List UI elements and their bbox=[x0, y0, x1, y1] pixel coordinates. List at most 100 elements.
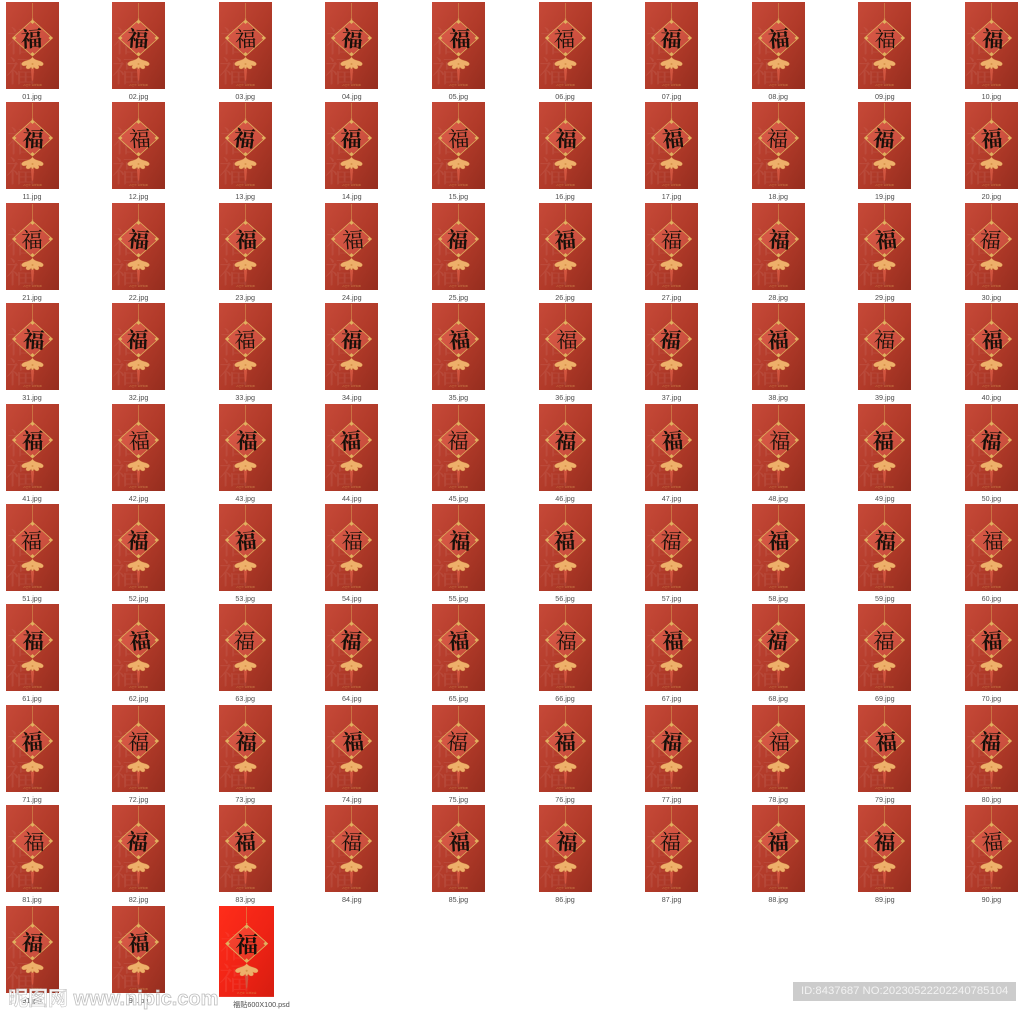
svg-text:乙巳年 吉祥如意: 乙巳年 吉祥如意 bbox=[769, 384, 788, 388]
svg-text:乙巳年 吉祥如意: 乙巳年 吉祥如意 bbox=[662, 786, 681, 790]
svg-text:福: 福 bbox=[341, 223, 365, 255]
svg-text:福: 福 bbox=[339, 423, 362, 456]
svg-text:福: 福 bbox=[554, 725, 576, 757]
svg-text:福: 福 bbox=[21, 223, 43, 255]
svg-text:乙巳年 吉祥如意: 乙巳年 吉祥如意 bbox=[769, 183, 788, 187]
svg-text:乙巳年 吉祥如意: 乙巳年 吉祥如意 bbox=[556, 183, 575, 187]
svg-text:乙巳年 吉祥如意: 乙巳年 吉祥如意 bbox=[875, 83, 894, 87]
svg-text:乙巳年 吉祥如意: 乙巳年 吉祥如意 bbox=[875, 585, 894, 589]
svg-text:乙巳年 吉祥如意: 乙巳年 吉祥如意 bbox=[556, 384, 575, 388]
svg-text:乙巳年 吉祥如意: 乙巳年 吉祥如意 bbox=[129, 384, 148, 388]
svg-text:福: 福 bbox=[766, 22, 790, 55]
svg-text:福: 福 bbox=[448, 825, 471, 857]
svg-text:乙巳年 吉祥如意: 乙巳年 吉祥如意 bbox=[449, 384, 468, 388]
svg-text:福: 福 bbox=[128, 725, 150, 756]
svg-text:乙巳年 吉祥如意: 乙巳年 吉祥如意 bbox=[769, 284, 788, 288]
svg-text:福: 福 bbox=[449, 23, 472, 54]
svg-text:乙巳年 吉祥如意: 乙巳年 吉祥如意 bbox=[769, 585, 788, 589]
svg-text:乙巳年 吉祥如意: 乙巳年 吉祥如意 bbox=[23, 284, 42, 288]
svg-text:福: 福 bbox=[22, 122, 45, 154]
svg-text:福: 福 bbox=[341, 725, 366, 757]
svg-text:福: 福 bbox=[555, 825, 578, 858]
svg-text:福: 福 bbox=[20, 724, 44, 757]
svg-text:福: 福 bbox=[341, 323, 364, 355]
svg-text:乙巳年 吉祥如意: 乙巳年 吉祥如意 bbox=[662, 183, 681, 187]
svg-text:福: 福 bbox=[873, 424, 894, 456]
svg-text:福: 福 bbox=[234, 725, 257, 757]
svg-text:乙巳年 吉祥如意: 乙巳年 吉祥如意 bbox=[23, 485, 42, 489]
svg-text:福: 福 bbox=[235, 927, 257, 959]
svg-text:乙巳年 吉祥如意: 乙巳年 吉祥如意 bbox=[23, 786, 42, 790]
svg-text:乙巳年 吉祥如意: 乙巳年 吉祥如意 bbox=[23, 685, 42, 689]
svg-text:福: 福 bbox=[982, 525, 1005, 556]
svg-text:乙巳年 吉祥如意: 乙巳年 吉祥如意 bbox=[875, 384, 894, 388]
svg-text:乙巳年 吉祥如意: 乙巳年 吉祥如意 bbox=[449, 183, 468, 187]
svg-text:福: 福 bbox=[233, 625, 256, 656]
svg-text:乙巳年 吉祥如意: 乙巳年 吉祥如意 bbox=[449, 786, 468, 790]
svg-text:福: 福 bbox=[766, 323, 789, 355]
svg-text:乙巳年 吉祥如意: 乙巳年 吉祥如意 bbox=[236, 284, 255, 288]
svg-text:乙巳年 吉祥如意: 乙巳年 吉祥如意 bbox=[342, 786, 361, 790]
svg-text:福: 福 bbox=[874, 524, 898, 557]
svg-text:乙巳年 吉祥如意: 乙巳年 吉祥如意 bbox=[129, 83, 148, 87]
svg-text:乙巳年 吉祥如意: 乙巳年 吉祥如意 bbox=[769, 685, 788, 689]
svg-text:福: 福 bbox=[447, 424, 470, 455]
svg-text:福: 福 bbox=[979, 725, 1003, 757]
svg-text:乙巳年 吉祥如意: 乙巳年 吉祥如意 bbox=[449, 83, 468, 87]
svg-text:乙巳年 吉祥如意: 乙巳年 吉祥如意 bbox=[342, 685, 361, 689]
svg-text:乙巳年 吉祥如意: 乙巳年 吉祥如意 bbox=[982, 685, 1001, 689]
svg-text:乙巳年 吉祥如意: 乙巳年 吉祥如意 bbox=[982, 384, 1001, 388]
svg-text:福: 福 bbox=[127, 524, 150, 556]
svg-text:乙巳年 吉祥如意: 乙巳年 吉祥如意 bbox=[236, 585, 255, 589]
svg-text:福: 福 bbox=[980, 825, 1005, 858]
svg-text:福: 福 bbox=[767, 223, 790, 255]
svg-text:乙巳年 吉祥如意: 乙巳年 吉祥如意 bbox=[556, 786, 575, 790]
svg-text:乙巳年 吉祥如意: 乙巳年 吉祥如意 bbox=[342, 284, 361, 288]
svg-text:乙巳年 吉祥如意: 乙巳年 吉祥如意 bbox=[662, 83, 681, 87]
svg-text:乙巳年 吉祥如意: 乙巳年 吉祥如意 bbox=[342, 83, 361, 87]
svg-text:乙巳年 吉祥如意: 乙巳年 吉祥如意 bbox=[769, 83, 788, 87]
svg-text:乙巳年 吉祥如意: 乙巳年 吉祥如意 bbox=[236, 685, 255, 689]
svg-text:乙巳年 吉祥如意: 乙巳年 吉祥如意 bbox=[982, 886, 1001, 890]
svg-text:乙巳年 吉祥如意: 乙巳年 吉祥如意 bbox=[449, 886, 468, 890]
svg-text:福: 福 bbox=[553, 524, 576, 556]
svg-text:乙巳年 吉祥如意: 乙巳年 吉祥如意 bbox=[129, 786, 148, 790]
svg-text:乙巳年 吉祥如意: 乙巳年 吉祥如意 bbox=[342, 886, 361, 890]
svg-text:福: 福 bbox=[659, 524, 683, 556]
svg-text:乙巳年 吉祥如意: 乙巳年 吉祥如意 bbox=[769, 786, 788, 790]
svg-text:乙巳年 吉祥如意: 乙巳年 吉祥如意 bbox=[129, 886, 148, 890]
svg-text:福: 福 bbox=[128, 424, 152, 456]
svg-text:福: 福 bbox=[553, 22, 575, 54]
svg-text:乙巳年 吉祥如意: 乙巳年 吉祥如意 bbox=[342, 585, 361, 589]
svg-text:乙巳年 吉祥如意: 乙巳年 吉祥如意 bbox=[662, 886, 681, 890]
svg-text:福: 福 bbox=[449, 524, 472, 556]
svg-text:乙巳年 吉祥如意: 乙巳年 吉祥如意 bbox=[129, 183, 148, 187]
svg-text:福: 福 bbox=[22, 323, 45, 356]
svg-text:福: 福 bbox=[874, 223, 899, 255]
svg-text:福: 福 bbox=[447, 624, 471, 656]
svg-text:乙巳年 吉祥如意: 乙巳年 吉祥如意 bbox=[662, 685, 681, 689]
svg-text:乙巳年 吉祥如意: 乙巳年 吉祥如意 bbox=[236, 485, 255, 489]
svg-text:福: 福 bbox=[555, 324, 577, 355]
svg-text:福: 福 bbox=[980, 624, 1003, 656]
svg-text:乙巳年 吉祥如意: 乙巳年 吉祥如意 bbox=[129, 485, 148, 489]
svg-text:福: 福 bbox=[342, 524, 364, 555]
svg-text:乙巳年 吉祥如意: 乙巳年 吉祥如意 bbox=[556, 485, 575, 489]
svg-text:福: 福 bbox=[874, 725, 898, 757]
svg-text:福: 福 bbox=[982, 22, 1005, 54]
svg-text:福: 福 bbox=[127, 624, 152, 657]
svg-text:福: 福 bbox=[126, 324, 149, 355]
svg-text:乙巳年 吉祥如意: 乙巳年 吉祥如意 bbox=[556, 284, 575, 288]
svg-text:福: 福 bbox=[769, 424, 791, 456]
svg-text:乙巳年 吉祥如意: 乙巳年 吉祥如意 bbox=[449, 685, 468, 689]
svg-text:福: 福 bbox=[127, 925, 151, 957]
svg-text:福: 福 bbox=[875, 22, 897, 53]
svg-text:乙巳年 吉祥如意: 乙巳年 吉祥如意 bbox=[875, 183, 894, 187]
svg-text:福: 福 bbox=[235, 223, 257, 254]
svg-text:乙巳年 吉祥如意: 乙巳年 吉祥如意 bbox=[449, 585, 468, 589]
svg-text:乙巳年 吉祥如意: 乙巳年 吉祥如意 bbox=[875, 685, 894, 689]
svg-text:福: 福 bbox=[661, 223, 683, 254]
svg-text:乙巳年 吉祥如意: 乙巳年 吉祥如意 bbox=[23, 83, 42, 87]
svg-text:乙巳年 吉祥如意: 乙巳年 吉祥如意 bbox=[662, 485, 681, 489]
svg-text:乙巳年 吉祥如意: 乙巳年 吉祥如意 bbox=[129, 585, 148, 589]
